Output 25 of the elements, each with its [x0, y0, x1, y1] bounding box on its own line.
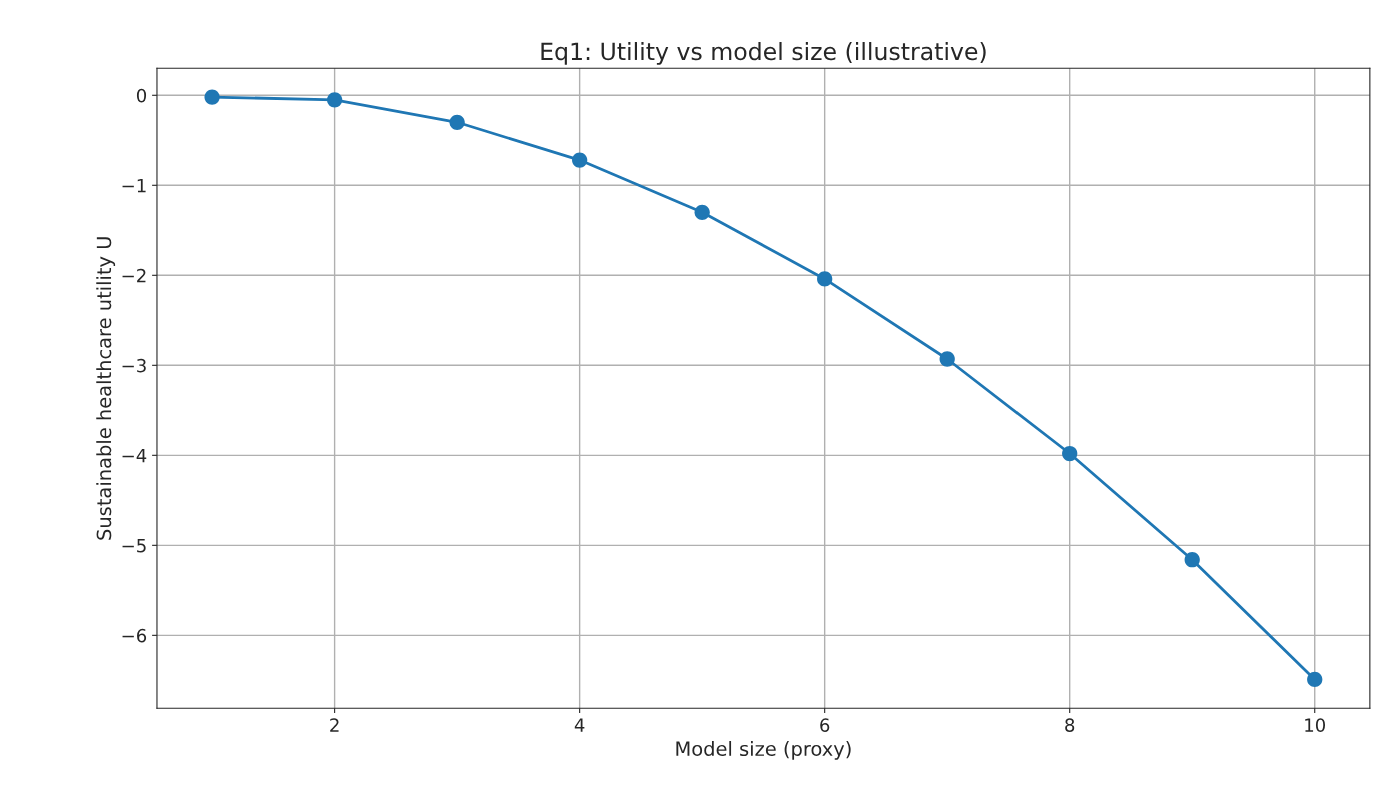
y-tick-label: −4: [122, 449, 147, 463]
chart-title: Eq1: Utility vs model size (illustrative): [541, 42, 986, 65]
y-axis-title: Sustainable healthcare utility U: [96, 237, 116, 540]
y-tick-label: −1: [122, 178, 146, 193]
x-axis-title: Model size (proxy): [676, 741, 851, 760]
y-tick-label: −3: [122, 358, 146, 373]
point: [694, 204, 710, 220]
x-tick-label: 4: [574, 718, 585, 732]
point: [1307, 671, 1323, 688]
point: [1184, 552, 1200, 568]
point: [204, 89, 220, 105]
x-tick-label: 2: [330, 718, 339, 732]
point: [449, 114, 465, 130]
y-tick-label: −5: [122, 539, 146, 553]
point: [817, 271, 833, 287]
y-tick-label: −6: [122, 628, 147, 643]
point: [572, 152, 588, 168]
y-tick-label: −2: [122, 268, 146, 283]
y-tick-label: 0: [136, 88, 147, 103]
x-tick-label: 10: [1305, 718, 1326, 732]
x-tick-label: 8: [1065, 718, 1075, 732]
point: [1062, 445, 1078, 462]
point: [326, 92, 343, 108]
point: [939, 351, 955, 367]
x-tick-label: 6: [820, 718, 830, 732]
